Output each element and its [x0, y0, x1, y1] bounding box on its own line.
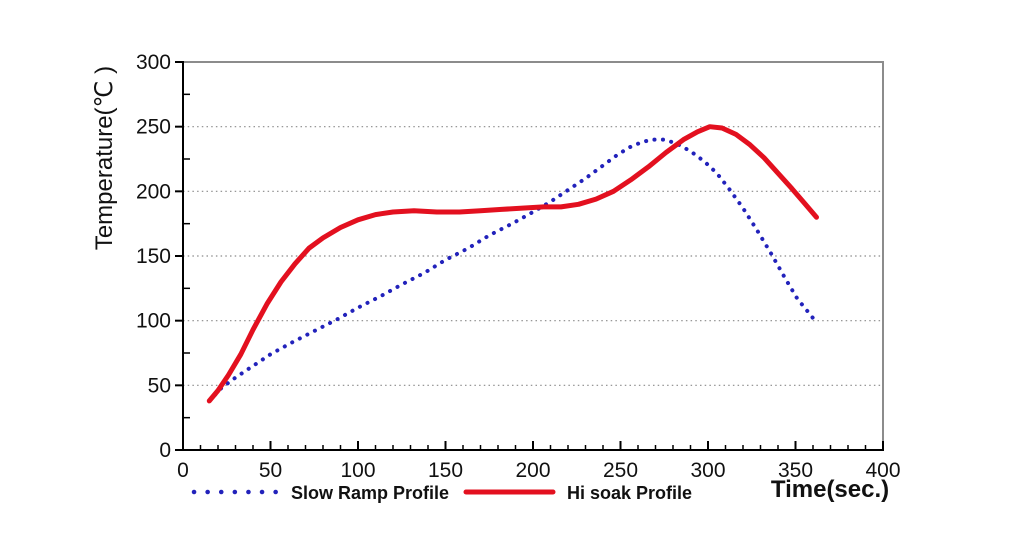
x-tick-label: 350: [778, 459, 813, 482]
x-tick-label: 300: [690, 459, 725, 482]
axis-ticks: [175, 61, 884, 451]
y-tick-label: 250: [136, 116, 171, 139]
y-axis-title: Temperature(℃ ): [91, 66, 118, 250]
x-tick-label: 100: [340, 459, 375, 482]
x-tick-label: 200: [515, 459, 550, 482]
y-tick-label: 50: [148, 374, 171, 397]
y-tick-label: 0: [159, 439, 171, 462]
x-tick-label: 400: [865, 459, 900, 482]
x-tick-label: 50: [259, 459, 282, 482]
x-axis-title: Time(sec.): [771, 476, 889, 503]
gridlines: [183, 126, 883, 386]
series-curves: [206, 124, 819, 404]
axis-tick-labels: 0 50 100 150 200 250 300 0 50 100 150 200 250 300 350 4…: [136, 51, 901, 482]
y-tick-label: 200: [136, 180, 171, 203]
y-tick-label: 150: [136, 245, 171, 268]
legend-label-hi-soak: Hi soak Profile: [567, 483, 692, 503]
x-tick-label: 150: [428, 459, 463, 482]
x-tick-label: 250: [603, 459, 638, 482]
series-line-slow-ramp-profile: [207, 137, 815, 403]
legend-label-slow-ramp: Slow Ramp Profile: [291, 483, 449, 503]
series-line-hi-soak-profile: [206, 124, 819, 404]
y-tick-label: 300: [136, 51, 171, 74]
x-tick-label: 0: [177, 459, 189, 482]
legend: Slow Ramp Profile Hi soak Profile: [191, 483, 692, 503]
y-tick-label: 100: [136, 310, 171, 333]
